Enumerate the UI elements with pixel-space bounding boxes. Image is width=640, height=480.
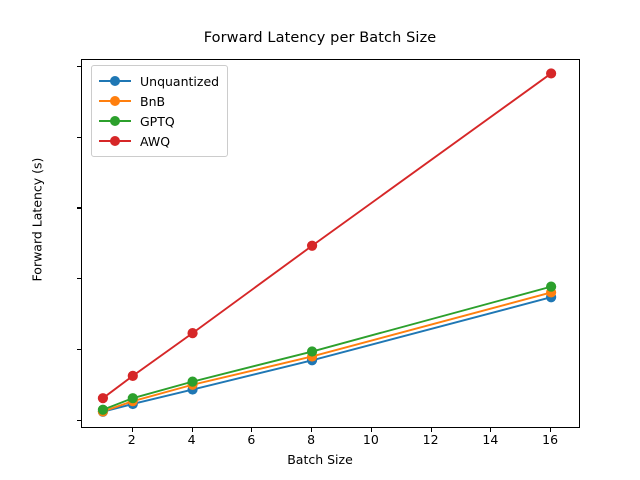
x-tick-label: 2 bbox=[127, 432, 136, 447]
x-tick-mark bbox=[191, 428, 193, 432]
series-line bbox=[101, 296, 553, 413]
series-awq bbox=[97, 68, 557, 404]
legend-item-label: GPTQ bbox=[140, 113, 175, 129]
x-tick-label: 14 bbox=[482, 432, 499, 447]
x-tick-mark bbox=[131, 428, 133, 432]
legend-item: AWQ bbox=[99, 131, 219, 151]
x-tick-mark bbox=[490, 428, 492, 432]
legend-swatch-icon bbox=[99, 94, 131, 108]
legend-item-label: AWQ bbox=[140, 133, 171, 149]
plot-area bbox=[81, 59, 580, 428]
chart-legend: Unquantized BnB GPTQ AWQ bbox=[91, 65, 229, 157]
legend-item: Unquantized bbox=[99, 71, 219, 91]
data-point-marker bbox=[127, 393, 138, 404]
data-point-marker bbox=[546, 68, 557, 79]
legend-item: BnB bbox=[99, 91, 219, 111]
x-tick-label: 4 bbox=[187, 432, 196, 447]
x-tick-mark bbox=[251, 428, 253, 432]
series-canvas bbox=[97, 68, 557, 417]
data-point-marker bbox=[546, 281, 557, 292]
series-gptq bbox=[97, 281, 557, 415]
y-tick-mark bbox=[77, 278, 81, 280]
series-unquantized bbox=[97, 292, 557, 417]
x-tick-label: 16 bbox=[542, 432, 559, 447]
y-tick-mark bbox=[77, 207, 81, 209]
x-tick-mark bbox=[550, 428, 552, 432]
series-line bbox=[101, 291, 553, 413]
legend-swatch-icon bbox=[99, 134, 131, 148]
legend-swatch-icon bbox=[99, 114, 131, 128]
x-tick-label: 12 bbox=[422, 432, 439, 447]
data-point-marker bbox=[187, 328, 198, 339]
x-tick-mark bbox=[311, 428, 313, 432]
x-tick-label: 8 bbox=[307, 432, 316, 447]
y-tick-mark bbox=[77, 348, 81, 350]
x-tick-mark bbox=[430, 428, 432, 432]
x-tick-mark bbox=[370, 428, 372, 432]
x-tick-label: 6 bbox=[247, 432, 256, 447]
y-tick-mark bbox=[77, 136, 81, 138]
y-axis-label: Forward Latency (s) bbox=[29, 157, 45, 282]
legend-item-label: Unquantized bbox=[140, 73, 220, 89]
legend-item: GPTQ bbox=[99, 111, 219, 131]
chart-title: Forward Latency per Batch Size bbox=[203, 30, 437, 46]
data-point-marker bbox=[127, 370, 138, 381]
x-tick-label: 10 bbox=[362, 432, 379, 447]
data-point-marker bbox=[306, 240, 318, 251]
x-axis-label: Batch Size bbox=[287, 452, 353, 467]
data-point-marker bbox=[97, 393, 109, 404]
legend-swatch-icon bbox=[99, 74, 131, 88]
y-tick-mark bbox=[77, 419, 81, 421]
data-point-marker bbox=[306, 346, 318, 357]
y-tick-mark bbox=[77, 66, 81, 68]
data-point-marker bbox=[97, 404, 109, 415]
legend-item-label: BnB bbox=[140, 93, 166, 109]
data-point-marker bbox=[187, 376, 198, 387]
